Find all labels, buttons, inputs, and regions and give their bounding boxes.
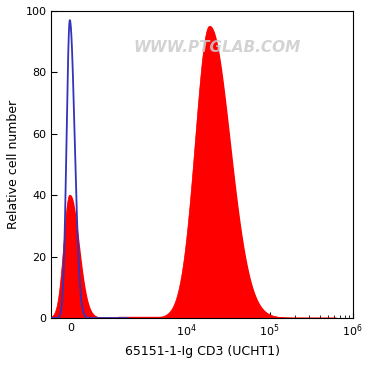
X-axis label: 65151-1-Ig CD3 (UCHT1): 65151-1-Ig CD3 (UCHT1) — [125, 345, 280, 358]
Y-axis label: Relative cell number: Relative cell number — [7, 100, 20, 229]
Text: WWW.PTGLAB.COM: WWW.PTGLAB.COM — [134, 40, 301, 55]
